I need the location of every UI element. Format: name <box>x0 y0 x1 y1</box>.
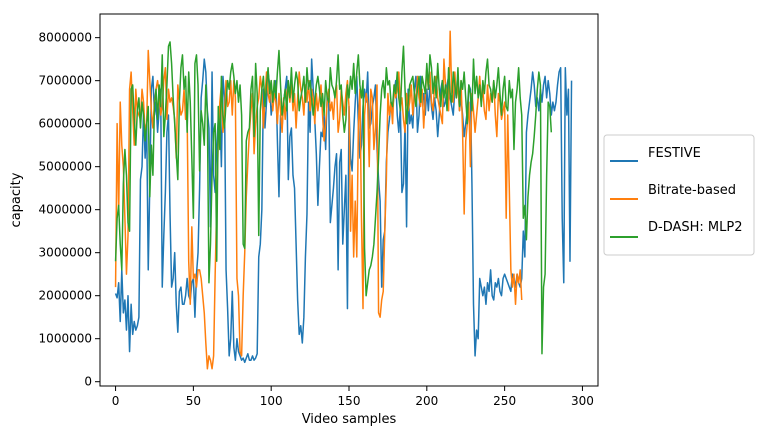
x-axis: 0 50 100 150 200 250 300 <box>112 386 594 408</box>
y-tick-label: 5000000 <box>39 160 92 174</box>
legend-label-bitrate-based: Bitrate-based <box>648 183 736 198</box>
x-tick-label: 150 <box>338 394 361 408</box>
y-tick-label: 3000000 <box>39 246 92 260</box>
legend[interactable]: FESTIVE Bitrate-based D-DASH: MLP2 <box>603 134 755 256</box>
y-tick-label: 7000000 <box>39 74 92 88</box>
legend-box <box>603 134 755 256</box>
x-tick-label: 200 <box>415 394 438 408</box>
y-tick-label: 2000000 <box>39 289 92 303</box>
series-line-bitrate-based <box>114 30 523 370</box>
y-tick-label: 0 <box>84 375 92 389</box>
legend-label-d-dash-mlp2: D-DASH: MLP2 <box>648 220 743 235</box>
x-tick-label: 300 <box>571 394 594 408</box>
x-tick-label: 250 <box>493 394 516 408</box>
legend-label-festive: FESTIVE <box>648 146 701 161</box>
y-axis: 0 1000000 2000000 3000000 4000000 5000000 6000… <box>39 31 100 389</box>
y-tick-label: 1000000 <box>39 332 92 346</box>
series-layer <box>114 30 573 370</box>
series-line-festive <box>114 58 573 364</box>
x-tick-label: 50 <box>186 394 201 408</box>
x-tick-label: 0 <box>112 394 120 408</box>
x-tick-label: 100 <box>260 394 283 408</box>
series-line-d-dash-mlp2 <box>114 41 553 355</box>
y-tick-label: 8000000 <box>39 31 92 45</box>
y-tick-label: 4000000 <box>39 203 92 217</box>
y-axis-label: capacity <box>9 172 24 227</box>
x-axis-label: Video samples <box>302 412 397 427</box>
y-tick-label: 6000000 <box>39 117 92 131</box>
